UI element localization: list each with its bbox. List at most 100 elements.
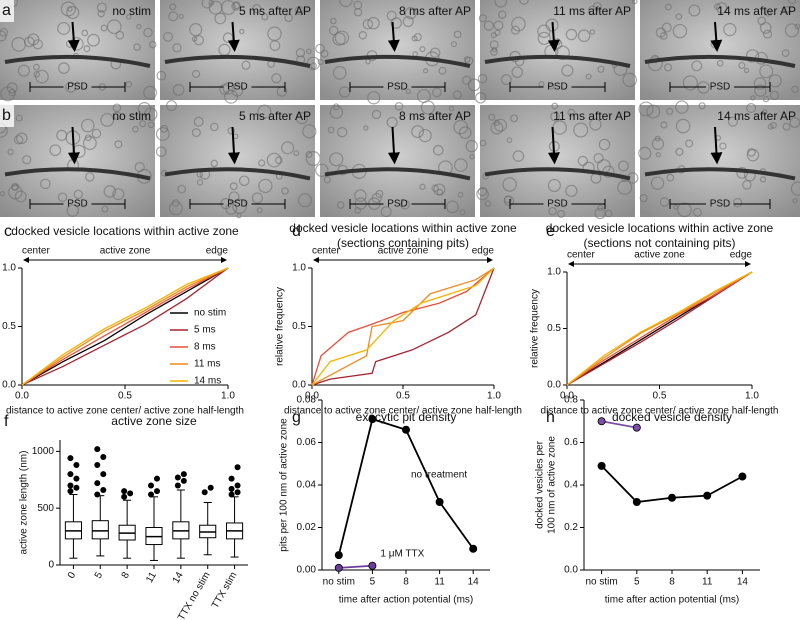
texture: [585, 73, 592, 80]
texture: [362, 19, 374, 30]
y-tick-label: 0.4: [564, 480, 578, 491]
texture: [545, 18, 559, 32]
texture: [762, 29, 773, 39]
texture: [337, 127, 348, 138]
texture: [390, 17, 403, 29]
membrane: [324, 54, 471, 68]
y-axis-label: relative frequency: [530, 289, 541, 368]
point: [469, 544, 478, 553]
texture: [201, 0, 213, 9]
x-tick-label: 5: [370, 577, 376, 588]
texture: [214, 12, 227, 25]
y-tick-label: 0.0: [2, 380, 16, 391]
point: [632, 497, 641, 506]
texture: [125, 80, 133, 88]
membrane: [644, 167, 796, 181]
outlier: [148, 482, 154, 489]
point: [368, 415, 377, 424]
y-tick-label: 0.02: [297, 522, 317, 533]
texture: [400, 199, 410, 210]
series-line: [21, 267, 229, 386]
texture: [638, 101, 654, 117]
annotation: edge: [206, 246, 229, 257]
texture: [178, 13, 184, 20]
caption: 14 ms after AP: [717, 109, 796, 123]
chart-title: docked vesicle locations within active z…: [546, 221, 774, 235]
texture: [747, 148, 756, 157]
outlier: [228, 491, 235, 498]
texture: [561, 64, 574, 77]
texture: [330, 17, 337, 25]
texture: [491, 46, 498, 53]
psd-label: PSD: [710, 199, 731, 210]
x-axis-label: distance to active zone center/ active z…: [6, 406, 244, 417]
arrow: [227, 126, 240, 165]
series-line: [21, 267, 229, 386]
membrane: [164, 54, 311, 68]
texture: [22, 155, 32, 165]
psd-label: PSD: [227, 199, 248, 210]
x-tick-label: 8: [669, 577, 675, 588]
texture: [147, 121, 155, 129]
texture: [594, 207, 606, 220]
texture: [238, 175, 250, 187]
psd-bracket: [349, 199, 446, 209]
texture: [168, 201, 183, 216]
texture: [617, 179, 633, 195]
texture: [659, 32, 668, 40]
texture: [429, 47, 441, 58]
texture: [294, 5, 305, 16]
y-tick-label: 0.5: [2, 321, 16, 332]
point: [703, 491, 712, 500]
annotation: active zone: [378, 246, 429, 257]
texture: [284, 13, 294, 23]
texture: [453, 158, 468, 172]
x-axis-label: distance to active zone center/ active z…: [541, 406, 779, 417]
chart-title: active zone size: [111, 414, 197, 428]
texture: [0, 190, 6, 197]
texture: [476, 187, 489, 201]
texture: [450, 41, 457, 48]
x-tick-label: 0.0: [305, 391, 319, 402]
y-axis-label: pits per 100 nm of active zone: [279, 418, 290, 552]
series-line: [566, 271, 753, 386]
texture: [113, 111, 122, 120]
psd-bracket: [669, 199, 771, 209]
texture: [565, 184, 578, 197]
texture: [58, 62, 70, 74]
texture: [329, 152, 344, 167]
texture: [0, 27, 9, 37]
texture: [228, 191, 240, 203]
texture: [493, 118, 508, 132]
texture: [550, 111, 561, 122]
series-line: [337, 417, 474, 556]
texture: [257, 104, 272, 119]
texture: [332, 65, 347, 80]
texture: [431, 184, 439, 192]
texture: [452, 90, 462, 100]
series-line: [338, 564, 373, 569]
outlier: [180, 471, 187, 478]
texture: [236, 212, 242, 219]
texture: [189, 23, 203, 37]
outlier: [174, 482, 181, 489]
texture: [66, 5, 80, 20]
legend-label: 11 ms: [194, 359, 221, 370]
texture: [716, 59, 724, 67]
series-line: [21, 267, 229, 386]
legend-label: 5 ms: [194, 325, 216, 336]
texture: [433, 144, 444, 156]
texture: [367, 91, 381, 105]
texture: [753, 77, 767, 90]
texture: [358, 31, 368, 40]
texture: [646, 104, 661, 119]
texture: [329, 105, 344, 119]
texture: [682, 75, 698, 91]
outlier: [67, 488, 74, 495]
texture: [479, 139, 487, 147]
x-tick-label: 0.0: [15, 391, 29, 402]
texture: [155, 146, 167, 157]
texture: [589, 118, 602, 131]
series-line: [311, 267, 495, 386]
texture: [438, 66, 447, 75]
